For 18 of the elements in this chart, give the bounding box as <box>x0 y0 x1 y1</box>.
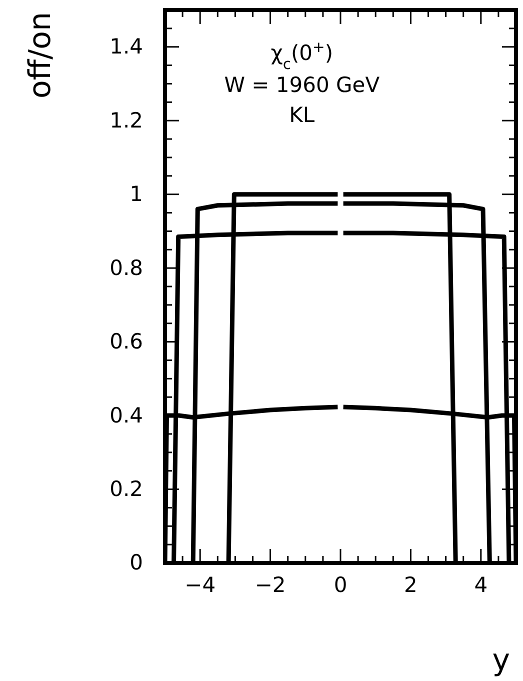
x-tick-label: −2 <box>254 572 286 597</box>
y-tick-label: 1.2 <box>110 108 143 132</box>
annotation: KL <box>289 103 315 127</box>
annotation: W = 1960 GeV <box>224 73 380 97</box>
x-tick-label: 4 <box>474 572 488 597</box>
y-tick-label: 1 <box>130 182 143 206</box>
y-tick-label: 0 <box>130 550 143 575</box>
y-tick-label: 1.4 <box>110 34 143 59</box>
y-tick-label: 0.2 <box>110 476 143 501</box>
x-tick-label: 0 <box>334 572 348 597</box>
x-axis-title: y <box>492 643 510 678</box>
y-axis-title: off/on <box>23 12 58 98</box>
x-tick-label: 2 <box>404 572 418 597</box>
x-tick-label: −4 <box>184 572 216 597</box>
y-tick-label: 0.4 <box>110 403 143 428</box>
y-tick-label: 0.8 <box>110 256 143 280</box>
y-tick-label: 0.6 <box>110 330 143 354</box>
annotation: χ$_{c}$(0$^{+}$) <box>270 38 334 72</box>
